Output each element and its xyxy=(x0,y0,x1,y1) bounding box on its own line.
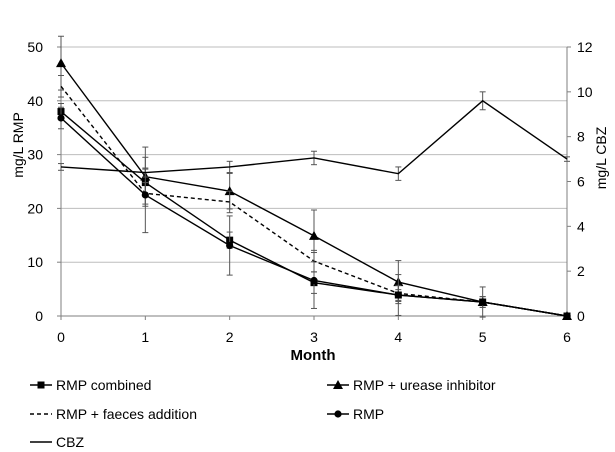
left-tick-label: 0 xyxy=(35,308,43,324)
triangle-marker xyxy=(56,58,66,68)
x-tick-label: 0 xyxy=(57,329,65,345)
circle-marker xyxy=(226,241,234,250)
left-tick-label: 20 xyxy=(27,200,43,216)
circle-marker xyxy=(563,312,571,320)
series-line xyxy=(60,99,568,175)
series-layer xyxy=(56,35,572,320)
left-axis-label: mg/L RMP xyxy=(10,112,26,178)
right-tick-label: 0 xyxy=(577,308,585,324)
legend-label: RMP xyxy=(353,406,384,422)
right-tick-label: 6 xyxy=(577,174,585,190)
left-tick-label: 50 xyxy=(27,39,43,55)
x-tick-label: 2 xyxy=(226,329,234,345)
right-axis-ticks: 0 2 4 6 8 10 12 xyxy=(567,39,593,324)
left-tick-label: 40 xyxy=(27,93,43,109)
left-axis-ticks: 0 10 20 30 40 50 xyxy=(27,39,61,324)
triangle-marker xyxy=(333,380,343,389)
left-tick-label: 30 xyxy=(27,147,43,163)
legend: RMP combined RMP + urease inhibitor RMP + … xyxy=(30,377,496,450)
right-tick-label: 10 xyxy=(577,84,593,100)
circle-marker xyxy=(479,298,487,306)
x-tick-label: 3 xyxy=(310,329,318,345)
right-tick-label: 2 xyxy=(577,263,585,279)
legend-label: RMP + faeces addition xyxy=(56,406,197,422)
legend-item: RMP combined xyxy=(30,377,151,393)
legend-label: RMP + urease inhibitor xyxy=(353,377,496,393)
legend-item: RMP + urease inhibitor xyxy=(327,377,496,393)
legend-label: RMP combined xyxy=(56,377,151,393)
circle-marker xyxy=(334,410,342,418)
x-tick-label: 6 xyxy=(563,329,571,345)
legend-item: CBZ xyxy=(30,434,84,450)
x-tick-label: 5 xyxy=(479,329,487,345)
legend-item: RMP xyxy=(327,406,384,422)
square-marker xyxy=(37,381,45,389)
circle-marker xyxy=(57,114,65,122)
right-tick-label: 12 xyxy=(577,39,593,55)
triangle-marker xyxy=(309,230,319,240)
circle-marker xyxy=(310,276,318,285)
legend-item: RMP + faeces addition xyxy=(30,406,197,422)
left-tick-label: 10 xyxy=(27,254,43,270)
right-tick-label: 4 xyxy=(577,218,585,234)
right-axis-label: mg/L CBZ xyxy=(593,126,609,189)
series-cbz xyxy=(58,91,570,181)
circle-marker xyxy=(141,191,149,199)
x-axis-label: Month xyxy=(291,347,336,364)
x-tick-label: 4 xyxy=(394,329,402,345)
circle-marker xyxy=(394,291,402,299)
right-tick-label: 8 xyxy=(577,129,585,145)
x-tick-label: 1 xyxy=(141,329,149,345)
x-axis-ticks: 0 1 2 3 4 5 6 xyxy=(57,316,571,345)
legend-label: CBZ xyxy=(56,434,84,450)
